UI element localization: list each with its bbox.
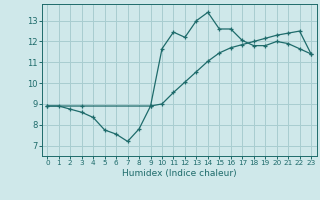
X-axis label: Humidex (Indice chaleur): Humidex (Indice chaleur) <box>122 169 236 178</box>
